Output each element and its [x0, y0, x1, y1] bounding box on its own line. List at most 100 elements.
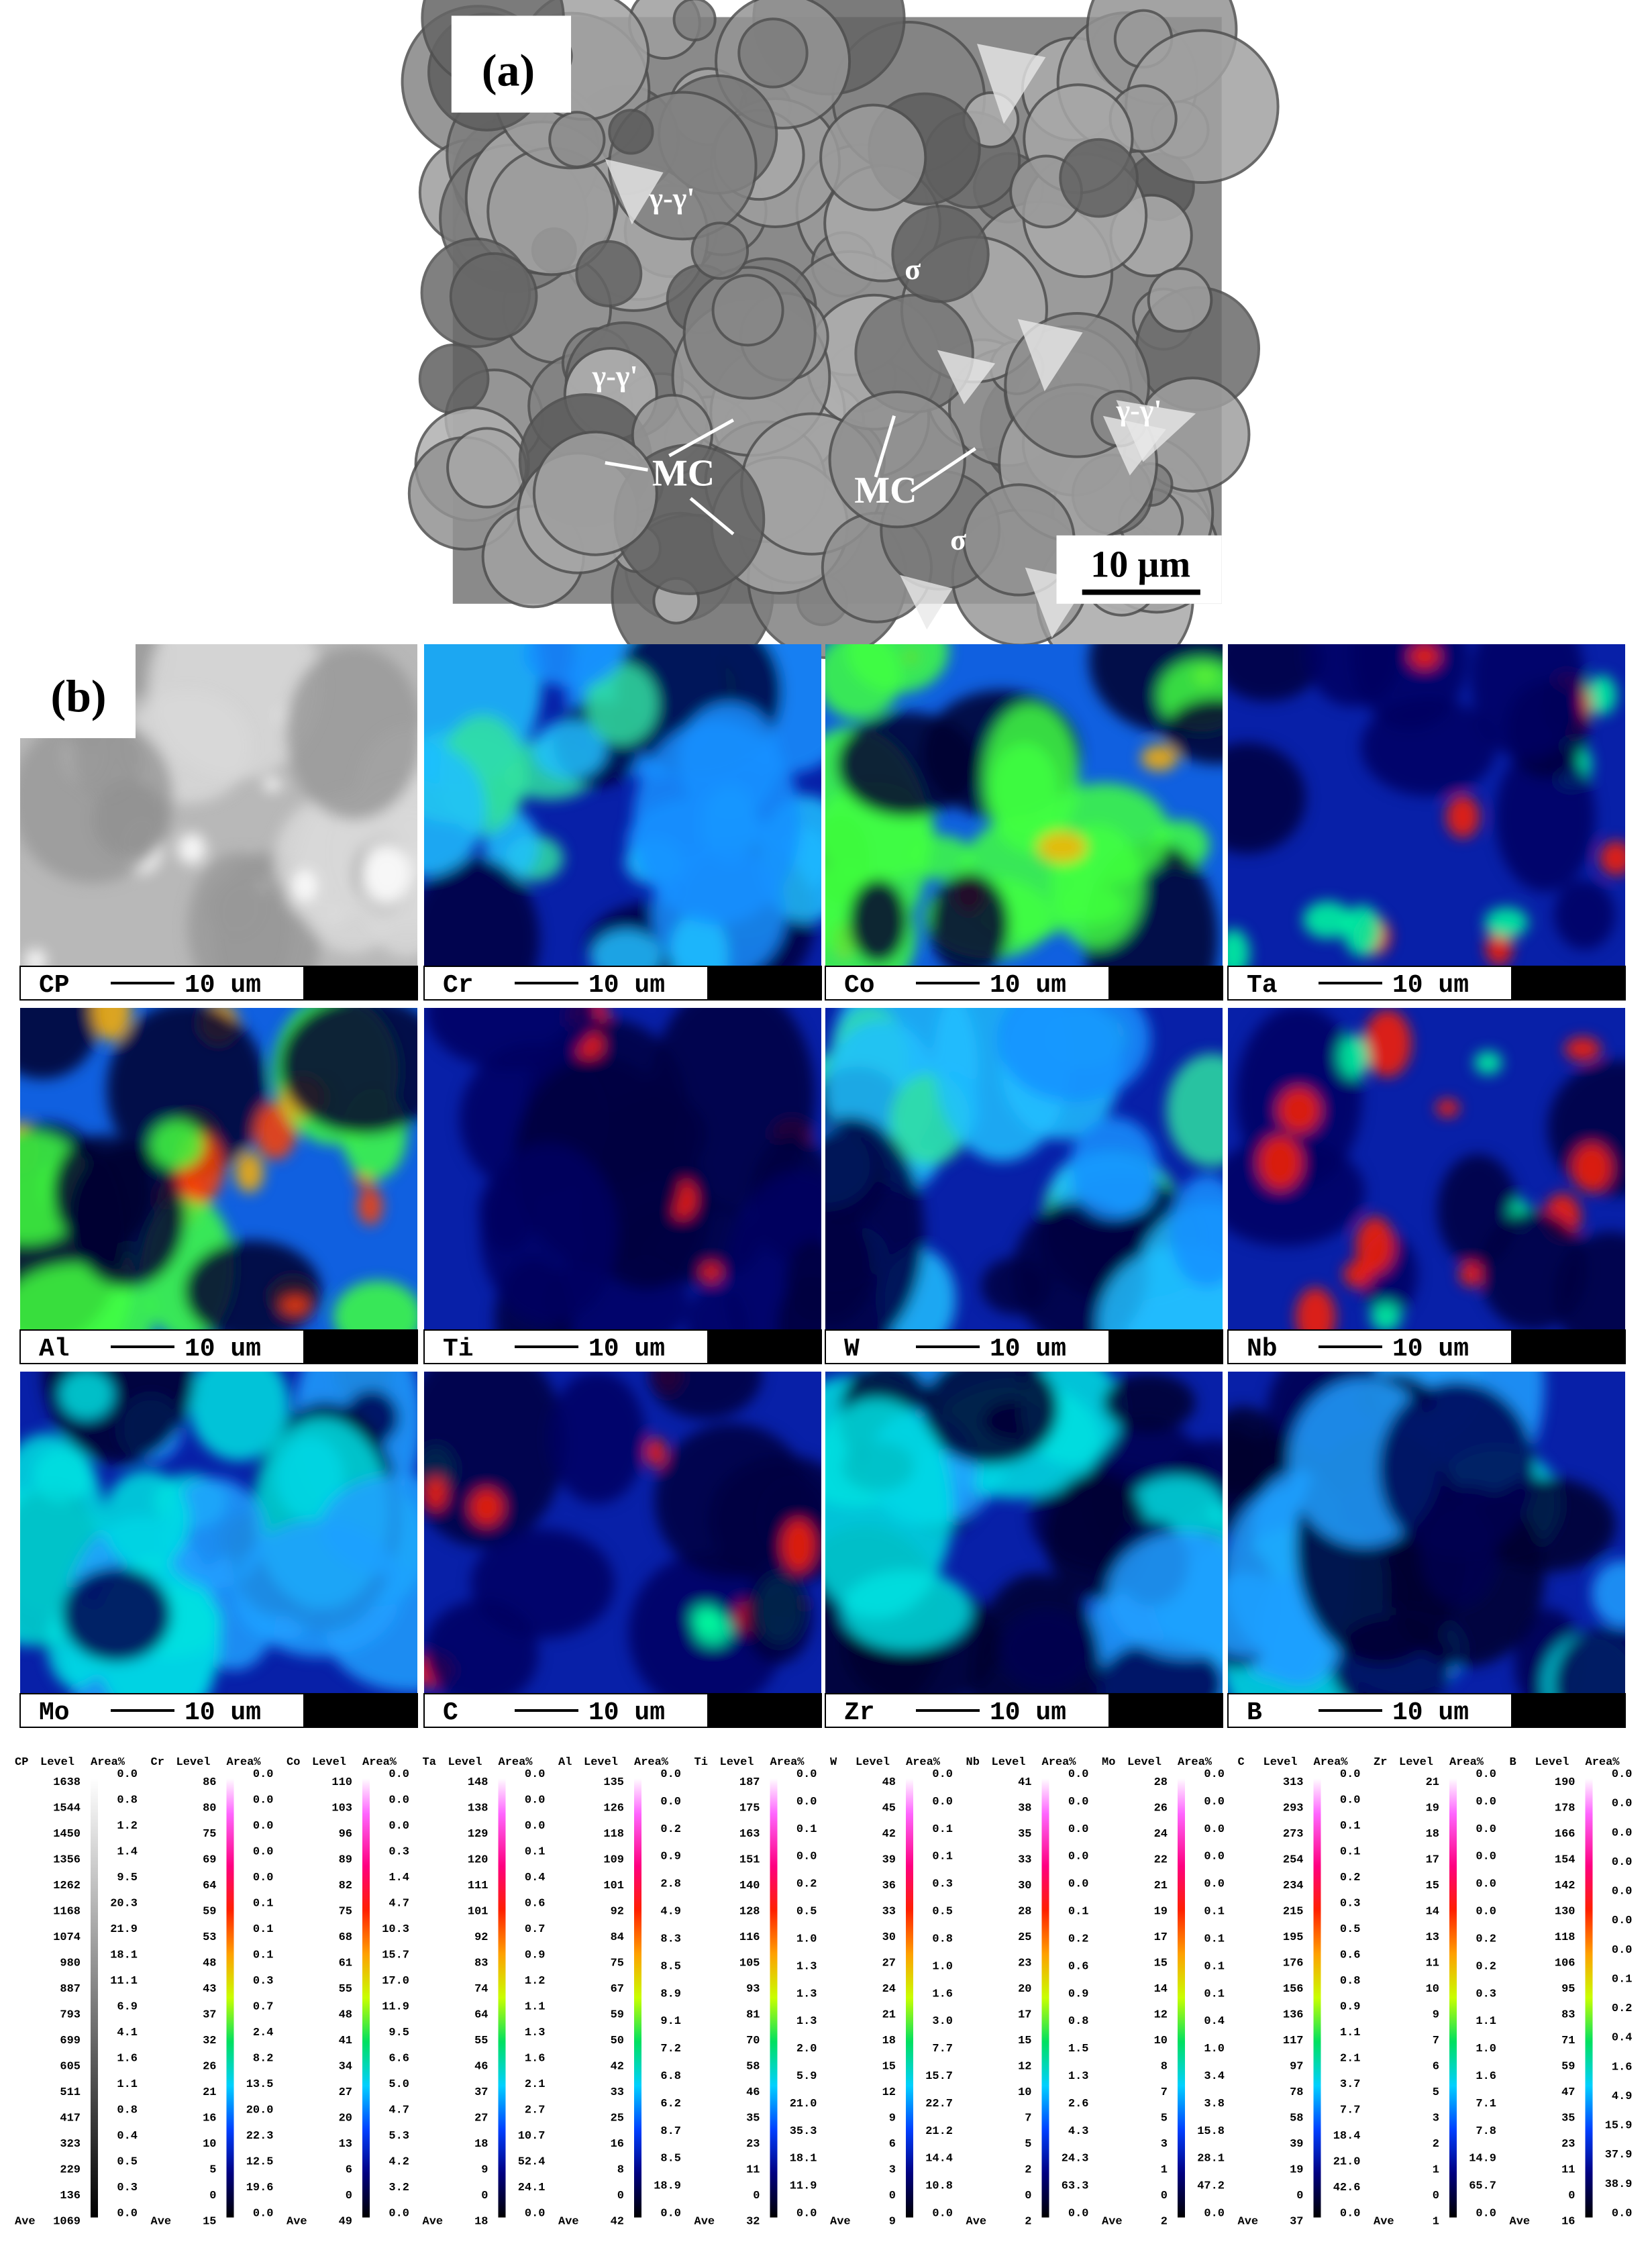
legend-area: 0.0 — [1340, 1794, 1361, 1807]
legend-area: 1.3 — [796, 2015, 817, 2028]
legend-level-header: Level — [176, 1756, 211, 1769]
legend-level: 8 — [1161, 2061, 1168, 2074]
legend-area: 0.3 — [1476, 1988, 1496, 2000]
panel-b: CP 10 um Cr 10 um Co 10 um Ta 10 um Al 10 um Ti 10 … — [19, 643, 1626, 1728]
legend-area-header: Area% — [1449, 1756, 1484, 1769]
strip-end — [1108, 1330, 1223, 1364]
map-blob — [1409, 644, 1440, 669]
legend-level: 19 — [1426, 1802, 1439, 1815]
map-blob — [187, 852, 291, 966]
legend-level-header: Level — [448, 1756, 482, 1769]
legend-level: 163 — [739, 1828, 760, 1841]
legend-area: 0.2 — [1340, 1872, 1361, 1884]
map-scale-label: 10 um — [990, 971, 1066, 1000]
legend-area: 8.7 — [660, 2125, 681, 2138]
map-blob — [1459, 1262, 1484, 1287]
legend-level: 35 — [1561, 2112, 1575, 2125]
grain — [608, 109, 654, 155]
legend-area: 5.0 — [389, 2078, 409, 2091]
strip-end — [1511, 1330, 1625, 1364]
legend-area: 0.3 — [932, 1878, 953, 1891]
map-texture — [424, 644, 821, 966]
legend-area: 0.5 — [796, 1906, 817, 1919]
element-label: C — [443, 1698, 458, 1727]
legend-area: 6.9 — [117, 2001, 138, 2014]
legend-area: 0.4 — [117, 2130, 138, 2143]
element-label: Ta — [1247, 971, 1278, 1000]
legend-area: 0.9 — [660, 1851, 681, 1864]
map-scale-label: 10 um — [1392, 1698, 1469, 1727]
legend-area: 0.3 — [253, 1975, 274, 1988]
map-blob — [254, 1103, 297, 1160]
legend-area: 0.2 — [1476, 1933, 1496, 1945]
legend-level: 1 — [1433, 2164, 1439, 2177]
legend-area: 0.9 — [525, 1949, 546, 1962]
legend-ave: 9 — [889, 2216, 896, 2229]
legend-area: 15.7 — [382, 1949, 409, 1962]
legend-level: 111 — [468, 1880, 488, 1892]
map-texture — [1228, 644, 1625, 966]
element-map — [825, 1372, 1223, 1694]
map-blob — [849, 878, 908, 964]
legend-area: 0.0 — [253, 1872, 274, 1884]
legend-level: 151 — [739, 1854, 760, 1867]
legend-area: 18.1 — [790, 2153, 817, 2165]
map-blob — [1107, 1531, 1223, 1659]
carbide — [605, 159, 664, 225]
legend-area: 12.5 — [246, 2156, 274, 2169]
map-scale-label: 10 um — [588, 1335, 665, 1364]
strip-end — [303, 966, 417, 1000]
legend-ave: 2 — [1161, 2216, 1168, 2229]
legend-level: 1544 — [53, 1802, 81, 1815]
legend-level: 12 — [882, 2086, 896, 2099]
legend-area-header: Area% — [634, 1756, 669, 1769]
legend-area: 0.0 — [1068, 1796, 1089, 1808]
legend-level: 16 — [203, 2112, 216, 2125]
legend-area: 1.2 — [525, 1975, 546, 1988]
grain — [711, 274, 784, 347]
legend: C Level Area% 313 293 273 254 234 215 195 176 156 13… — [1238, 1756, 1361, 2229]
map-blob — [1305, 644, 1402, 707]
carbide — [1017, 319, 1083, 392]
legend-area: 0.2 — [1476, 1960, 1496, 1973]
legend-area: 0.0 — [525, 1768, 546, 1781]
legend-level: 33 — [611, 2086, 624, 2099]
legend-area: 52.4 — [518, 2156, 546, 2169]
strip-end — [707, 1694, 821, 1727]
legend: Cr Level Area% 86 80 75 69 64 59 53 48 43 37 32 26 21 16… — [151, 1756, 274, 2229]
legend-level: 97 — [1290, 2061, 1303, 2074]
element-map — [825, 644, 1223, 966]
phase-label: MC — [652, 453, 715, 495]
grain — [418, 343, 490, 415]
legend-area: 1.1 — [525, 2001, 546, 2014]
legend-element: Al — [558, 1756, 572, 1769]
map-scale-label: 10 um — [990, 1335, 1066, 1364]
label-notch — [451, 15, 572, 113]
legend-area: 1.4 — [389, 1872, 409, 1884]
legend-level: 61 — [339, 1957, 352, 1970]
legend-area: 0.1 — [1204, 1988, 1225, 2000]
map-texture — [1228, 1372, 1625, 1694]
map-scale-label: 10 um — [588, 971, 665, 1000]
legend-level: 12 — [1018, 2061, 1031, 2074]
legend-area: 0.1 — [932, 1823, 953, 1836]
legend-area: 11.9 — [790, 2180, 817, 2193]
legend-area: 0.0 — [1612, 1886, 1633, 1898]
legend-ave: 16 — [1561, 2216, 1575, 2229]
legend-area: 0.8 — [932, 1933, 953, 1945]
legend-element: Ta — [423, 1756, 436, 1769]
legend-area: 8.5 — [660, 2153, 681, 2165]
legend-level: 12 — [1154, 2009, 1168, 2022]
map-blob — [1565, 1037, 1601, 1062]
legend-area: 0.0 — [253, 1846, 274, 1859]
legend-level: 50 — [611, 2035, 624, 2047]
legend-area: 1.3 — [525, 2027, 546, 2039]
map-texture — [424, 1372, 821, 1694]
legend-level-header: Level — [40, 1756, 74, 1769]
legend-level: 26 — [203, 2061, 216, 2074]
legend-level: 24 — [1154, 1828, 1168, 1841]
legend-area: 5.3 — [389, 2130, 409, 2143]
legend-level: 273 — [1283, 1828, 1304, 1841]
legend-area: 8.5 — [660, 1960, 681, 1973]
colorbar — [634, 1778, 641, 2218]
